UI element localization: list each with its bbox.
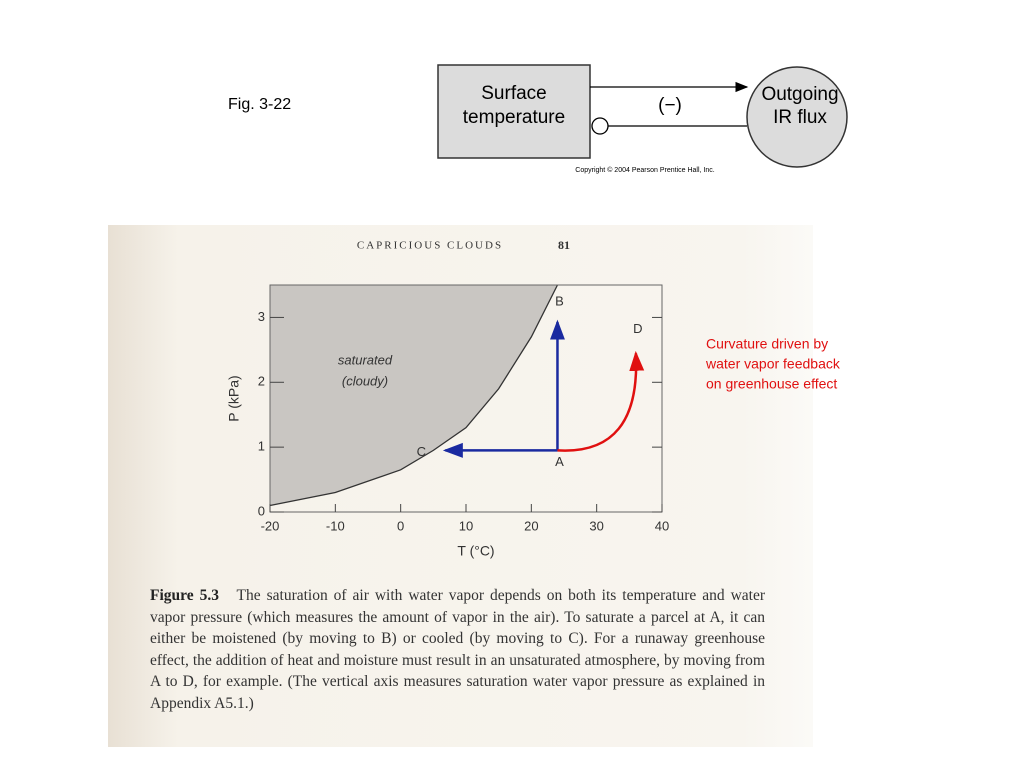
edge-end [591, 117, 609, 135]
fig-label: Fig. 3-22 [228, 96, 291, 113]
x-tick-label: 30 [589, 518, 603, 533]
x-tick-label: 10 [459, 518, 473, 533]
caption-text: The saturation of air with water vapor d… [150, 587, 765, 712]
x-tick-label: 40 [655, 518, 669, 533]
edge-label: (−) [658, 95, 682, 116]
caption: Figure 5.3 The saturation of air with wa… [150, 585, 765, 714]
y-axis-label: P (kPa) [226, 375, 242, 421]
x-axis-label: T (°C) [457, 543, 494, 559]
y-tick-label: 0 [258, 503, 265, 518]
node-label: Outgoing [761, 84, 838, 105]
x-tick-label: 20 [524, 518, 538, 533]
node-label: Surface [481, 83, 546, 104]
x-tick-label: -20 [261, 518, 280, 533]
book-header: CAPRICIOUS CLOUDS [357, 240, 503, 252]
node-label: IR flux [773, 107, 827, 128]
arrow [557, 350, 645, 452]
saturation-curve [269, 284, 559, 507]
point-label: A [555, 454, 564, 469]
region-label: saturated [338, 352, 393, 367]
caption-label: Figure 5.3 [150, 587, 219, 604]
x-tick-label: -10 [326, 518, 345, 533]
annotation: water vapor feedback [705, 356, 841, 372]
node-label: temperature [463, 107, 565, 128]
y-tick-label: 3 [258, 309, 265, 324]
point-label: B [555, 294, 564, 309]
copyright: Copyright © 2004 Pearson Prentice Hall, … [575, 166, 714, 174]
point-label: D [633, 321, 642, 336]
y-tick-label: 1 [258, 439, 265, 454]
node-circle [746, 66, 848, 168]
node-box [437, 64, 591, 159]
page-number: 81 [558, 238, 570, 252]
x-tick-label: 0 [397, 518, 404, 533]
chart: -20 -10 0 10 20 30 40 0 1 2 3 T (°C) P (kPa) saturate… [226, 284, 669, 559]
saturated-region [270, 285, 558, 512]
point-label: C [417, 444, 426, 459]
annotation: on greenhouse effect [706, 376, 837, 392]
y-tick-label: 2 [258, 374, 265, 389]
region-label: (cloudy) [342, 373, 388, 388]
annotation: Curvature driven by [706, 336, 828, 352]
